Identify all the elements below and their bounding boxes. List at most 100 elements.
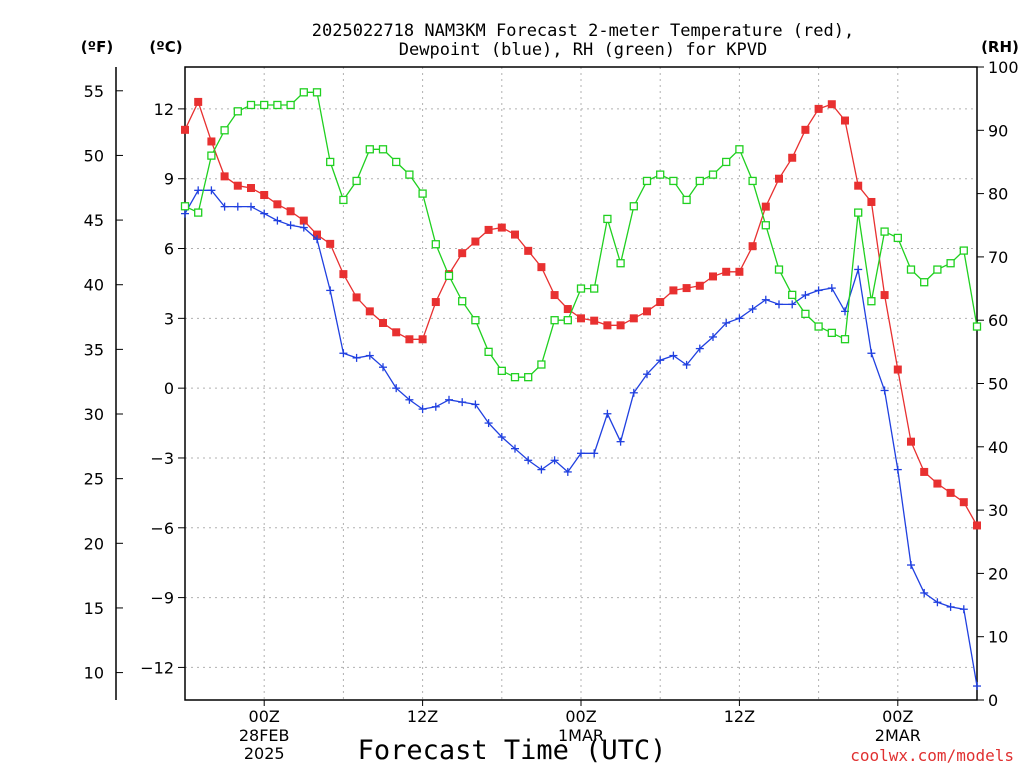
rh-tick-label: 10 [988, 628, 1008, 647]
rh-point [774, 265, 784, 274]
temperature-point [682, 284, 691, 293]
temperature-point [497, 223, 506, 232]
dewpoint-point [656, 356, 665, 365]
temperature-point [379, 318, 387, 327]
temperature-point [577, 314, 585, 323]
rh-point [312, 88, 322, 97]
rh-point [365, 145, 374, 154]
temperature-point [603, 321, 612, 330]
dewpoint-point [814, 286, 823, 295]
fahrenheit-tick-label: 10 [84, 664, 104, 683]
rh-point [761, 221, 770, 230]
temperature-point [695, 281, 704, 290]
temperature-point [181, 125, 189, 134]
rh-point [854, 208, 863, 217]
rh-point [444, 271, 454, 281]
x-tick-sublabel: 28FEB [239, 726, 290, 745]
rh-tick-label: 30 [988, 501, 1008, 520]
rh-point [194, 208, 203, 217]
rh-tick-label: 20 [988, 564, 1008, 583]
dewpoint-point [603, 409, 612, 418]
rh-tick-label: 40 [988, 438, 1008, 457]
dewpoint-point [471, 400, 480, 409]
temperature-point [207, 137, 216, 146]
temperature-point [867, 197, 876, 206]
plot-frame [184, 66, 978, 701]
dewpoint-point [577, 449, 585, 458]
temperature-point [854, 181, 863, 190]
fahrenheit-tick-label: 30 [84, 405, 104, 424]
rh-point [735, 145, 744, 154]
dewpoint-point [933, 598, 942, 607]
temperature-point [537, 263, 546, 272]
dewpoint-point [207, 186, 216, 195]
temperature-point [920, 467, 929, 476]
celsius-tick-label: 12 [154, 100, 174, 119]
temperature-point [233, 181, 242, 190]
rh-point [418, 189, 427, 198]
dewpoint-point [181, 209, 189, 218]
x-tick-label: 12Z [724, 707, 755, 726]
rh-point [392, 157, 401, 167]
dewpoint-point [313, 235, 321, 244]
temperature-point [590, 316, 599, 325]
rh-tick-label: 100 [988, 58, 1019, 77]
fahrenheit-tick-label: 20 [84, 534, 104, 553]
celsius-unit-label: (ºC) [149, 38, 182, 56]
temperature-point [247, 184, 255, 193]
dewpoint-point [959, 605, 968, 614]
temperature-point [814, 104, 823, 113]
celsius-tick-label: −9 [150, 589, 174, 608]
temperature-point [973, 521, 981, 530]
dewpoint-point [550, 456, 559, 465]
x-tick-sublabel: 2MAR [875, 726, 921, 745]
temperature-point [841, 116, 849, 125]
chart-title-line1: 2025022718 NAM3KM Forecast 2-meter Tempe… [312, 21, 854, 41]
dewpoint-point [722, 318, 731, 327]
temperature-point [260, 190, 269, 199]
dewpoint-point [352, 353, 361, 362]
x-tick-sublabel: 1MAR [558, 726, 604, 745]
rh-point [260, 100, 269, 110]
rh-point [510, 373, 520, 382]
x-tick-label: 00Z [882, 707, 913, 726]
rh-point [603, 214, 612, 224]
temperature-point [801, 125, 810, 134]
dewpoint-point [973, 682, 981, 691]
temperature-point [299, 216, 308, 225]
temperature-point [748, 242, 757, 251]
dewpoint-point [788, 300, 797, 309]
dewpoint-point [920, 588, 929, 597]
rh-point [246, 100, 256, 110]
temperature-point [775, 174, 783, 183]
temperature-point [418, 335, 427, 344]
celsius-tick-label: 9 [164, 170, 174, 189]
dewpoint-point [643, 370, 651, 379]
fahrenheit-tick-label: 40 [84, 276, 104, 295]
rh-point [827, 328, 836, 338]
rh-point [339, 195, 348, 205]
fahrenheit-tick-label: 15 [84, 599, 104, 618]
rh-point [616, 259, 625, 268]
celsius-tick-label: −6 [150, 519, 174, 538]
rh-point [695, 176, 704, 186]
dewpoint-point [511, 444, 519, 453]
x-tick-label: 00Z [249, 707, 280, 726]
temperature-point [352, 293, 361, 302]
temperature-point [326, 239, 335, 248]
rh-tick-label: 60 [988, 311, 1008, 330]
temperature-point [273, 200, 282, 209]
rh-point [524, 373, 533, 382]
rh-point [471, 316, 480, 325]
temperature-point [286, 207, 295, 216]
temperature-point [893, 365, 902, 374]
temperature-point [907, 437, 915, 446]
temperature-point [511, 230, 519, 239]
rh-unit-label: (RH) [981, 38, 1019, 56]
temperature-point [643, 307, 651, 316]
rh-tick-label: 90 [988, 121, 1008, 140]
rh-point [972, 322, 982, 331]
dewpoint-point [563, 467, 572, 476]
rh-point [590, 284, 599, 293]
dewpoint-point [247, 202, 255, 211]
